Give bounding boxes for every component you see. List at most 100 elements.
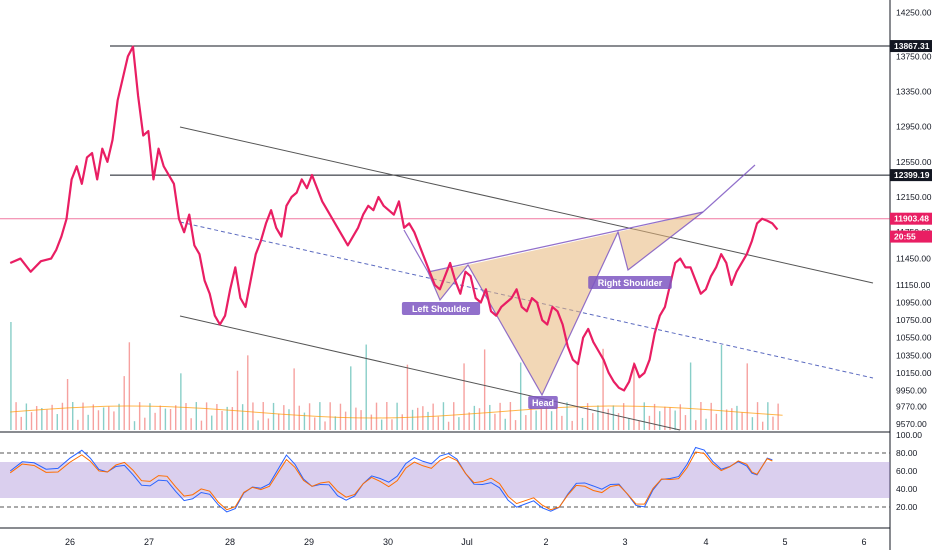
volume-bar	[180, 373, 182, 430]
volume-bar	[767, 402, 769, 430]
volume-bar	[592, 413, 594, 430]
volume-bar	[725, 409, 728, 430]
volume-bar	[380, 419, 383, 430]
volume-bar	[679, 404, 682, 430]
volume-bar	[10, 322, 12, 430]
hs-pattern-outline	[403, 164, 756, 397]
volume-bar	[478, 408, 481, 430]
volume-bar	[169, 409, 172, 430]
volume-bar	[257, 420, 259, 430]
volume-bar	[391, 419, 393, 430]
rsi-tick-label: 80.00	[896, 448, 918, 458]
volume-bar	[236, 370, 239, 430]
volume-bar	[118, 403, 120, 430]
volume-ma-line	[10, 405, 783, 419]
volume-bar	[741, 412, 743, 430]
price-tick-label: 12950.00	[896, 122, 932, 132]
price-badge	[890, 212, 932, 225]
price-tick-label: 11450.00	[896, 254, 931, 264]
time-tick-label: 6	[861, 537, 866, 547]
volume-bar	[715, 413, 718, 430]
annotation-box	[401, 302, 481, 315]
volume-bar	[483, 349, 486, 430]
volume-bar	[262, 402, 264, 430]
volume-bar	[777, 403, 779, 430]
time-tick-label: 27	[144, 537, 154, 547]
volume-bar	[30, 412, 33, 430]
volume-bar	[550, 411, 553, 430]
channel-lower-line	[179, 315, 681, 431]
channel-mid-line	[179, 221, 874, 379]
volume-bar	[61, 402, 64, 430]
volume-bar	[108, 406, 110, 430]
volume-bar	[360, 410, 362, 430]
price-tick-label: 14250.00	[896, 7, 932, 17]
volume-bar	[149, 403, 151, 430]
volume-bar	[746, 363, 748, 430]
price-badge	[890, 169, 932, 182]
time-tick-label: 28	[225, 537, 235, 547]
volume-bar	[20, 416, 22, 430]
volume-bar	[489, 404, 491, 430]
volume-bar	[659, 411, 661, 430]
price-badge-label: 11903.48	[894, 214, 929, 224]
volume-layer	[10, 322, 783, 430]
volume-bar	[458, 417, 460, 430]
volume-bar	[473, 405, 476, 430]
volume-bar	[761, 421, 764, 430]
time-tick-label: 5	[782, 537, 787, 547]
annotation-label: Right Shoulder	[598, 278, 663, 288]
volume-bar	[468, 412, 470, 430]
price-tick-label: 13350.00	[896, 87, 932, 97]
volume-bar	[159, 405, 161, 430]
volume-bar	[102, 407, 105, 430]
volume-bar	[185, 403, 187, 430]
volume-bar	[525, 415, 527, 430]
volume-bar	[720, 344, 723, 430]
volume-bar	[314, 417, 316, 430]
volume-bar	[437, 416, 440, 430]
volume-bar	[612, 405, 615, 430]
volume-bar	[308, 403, 311, 430]
volume-bar	[494, 413, 496, 430]
volume-bar	[638, 420, 640, 430]
volume-bar	[221, 410, 223, 430]
price-badge	[890, 230, 932, 243]
neckline	[427, 211, 704, 273]
volume-bar	[447, 421, 450, 430]
volume-bar	[633, 362, 635, 430]
volume-bar	[463, 363, 465, 430]
annotation-label: Head	[532, 398, 554, 408]
time-tick-label: 29	[304, 537, 314, 547]
volume-bar	[133, 421, 136, 430]
time-tick-label: Jul	[461, 537, 473, 547]
time-tick-label: 3	[622, 537, 627, 547]
volume-bar	[195, 402, 197, 430]
volume-bar	[653, 403, 656, 430]
price-tick-label: 10550.00	[896, 333, 932, 343]
volume-bar	[509, 402, 512, 430]
volume-bar	[87, 414, 89, 430]
price-line	[9, 45, 779, 392]
pattern-layer	[179, 126, 874, 431]
annotation-label: Left Shoulder	[412, 304, 470, 314]
volume-bar	[267, 418, 270, 430]
volume-bar	[406, 364, 409, 430]
volume-bar	[674, 410, 676, 430]
volume-bar	[216, 404, 218, 430]
volume-bar	[427, 411, 429, 430]
volume-bar	[344, 411, 347, 430]
volume-bar	[303, 412, 306, 430]
price-tick-label: 12150.00	[896, 192, 932, 202]
volume-bar	[710, 402, 712, 430]
volume-bar	[252, 402, 254, 430]
volume-bar	[293, 368, 295, 430]
volume-bar	[705, 418, 707, 430]
volume-bar	[581, 417, 584, 430]
volume-bar	[535, 410, 537, 430]
time-tick-label: 4	[703, 537, 708, 547]
volume-bar	[211, 415, 213, 430]
volume-bar	[602, 348, 604, 430]
volume-bar	[272, 402, 275, 430]
